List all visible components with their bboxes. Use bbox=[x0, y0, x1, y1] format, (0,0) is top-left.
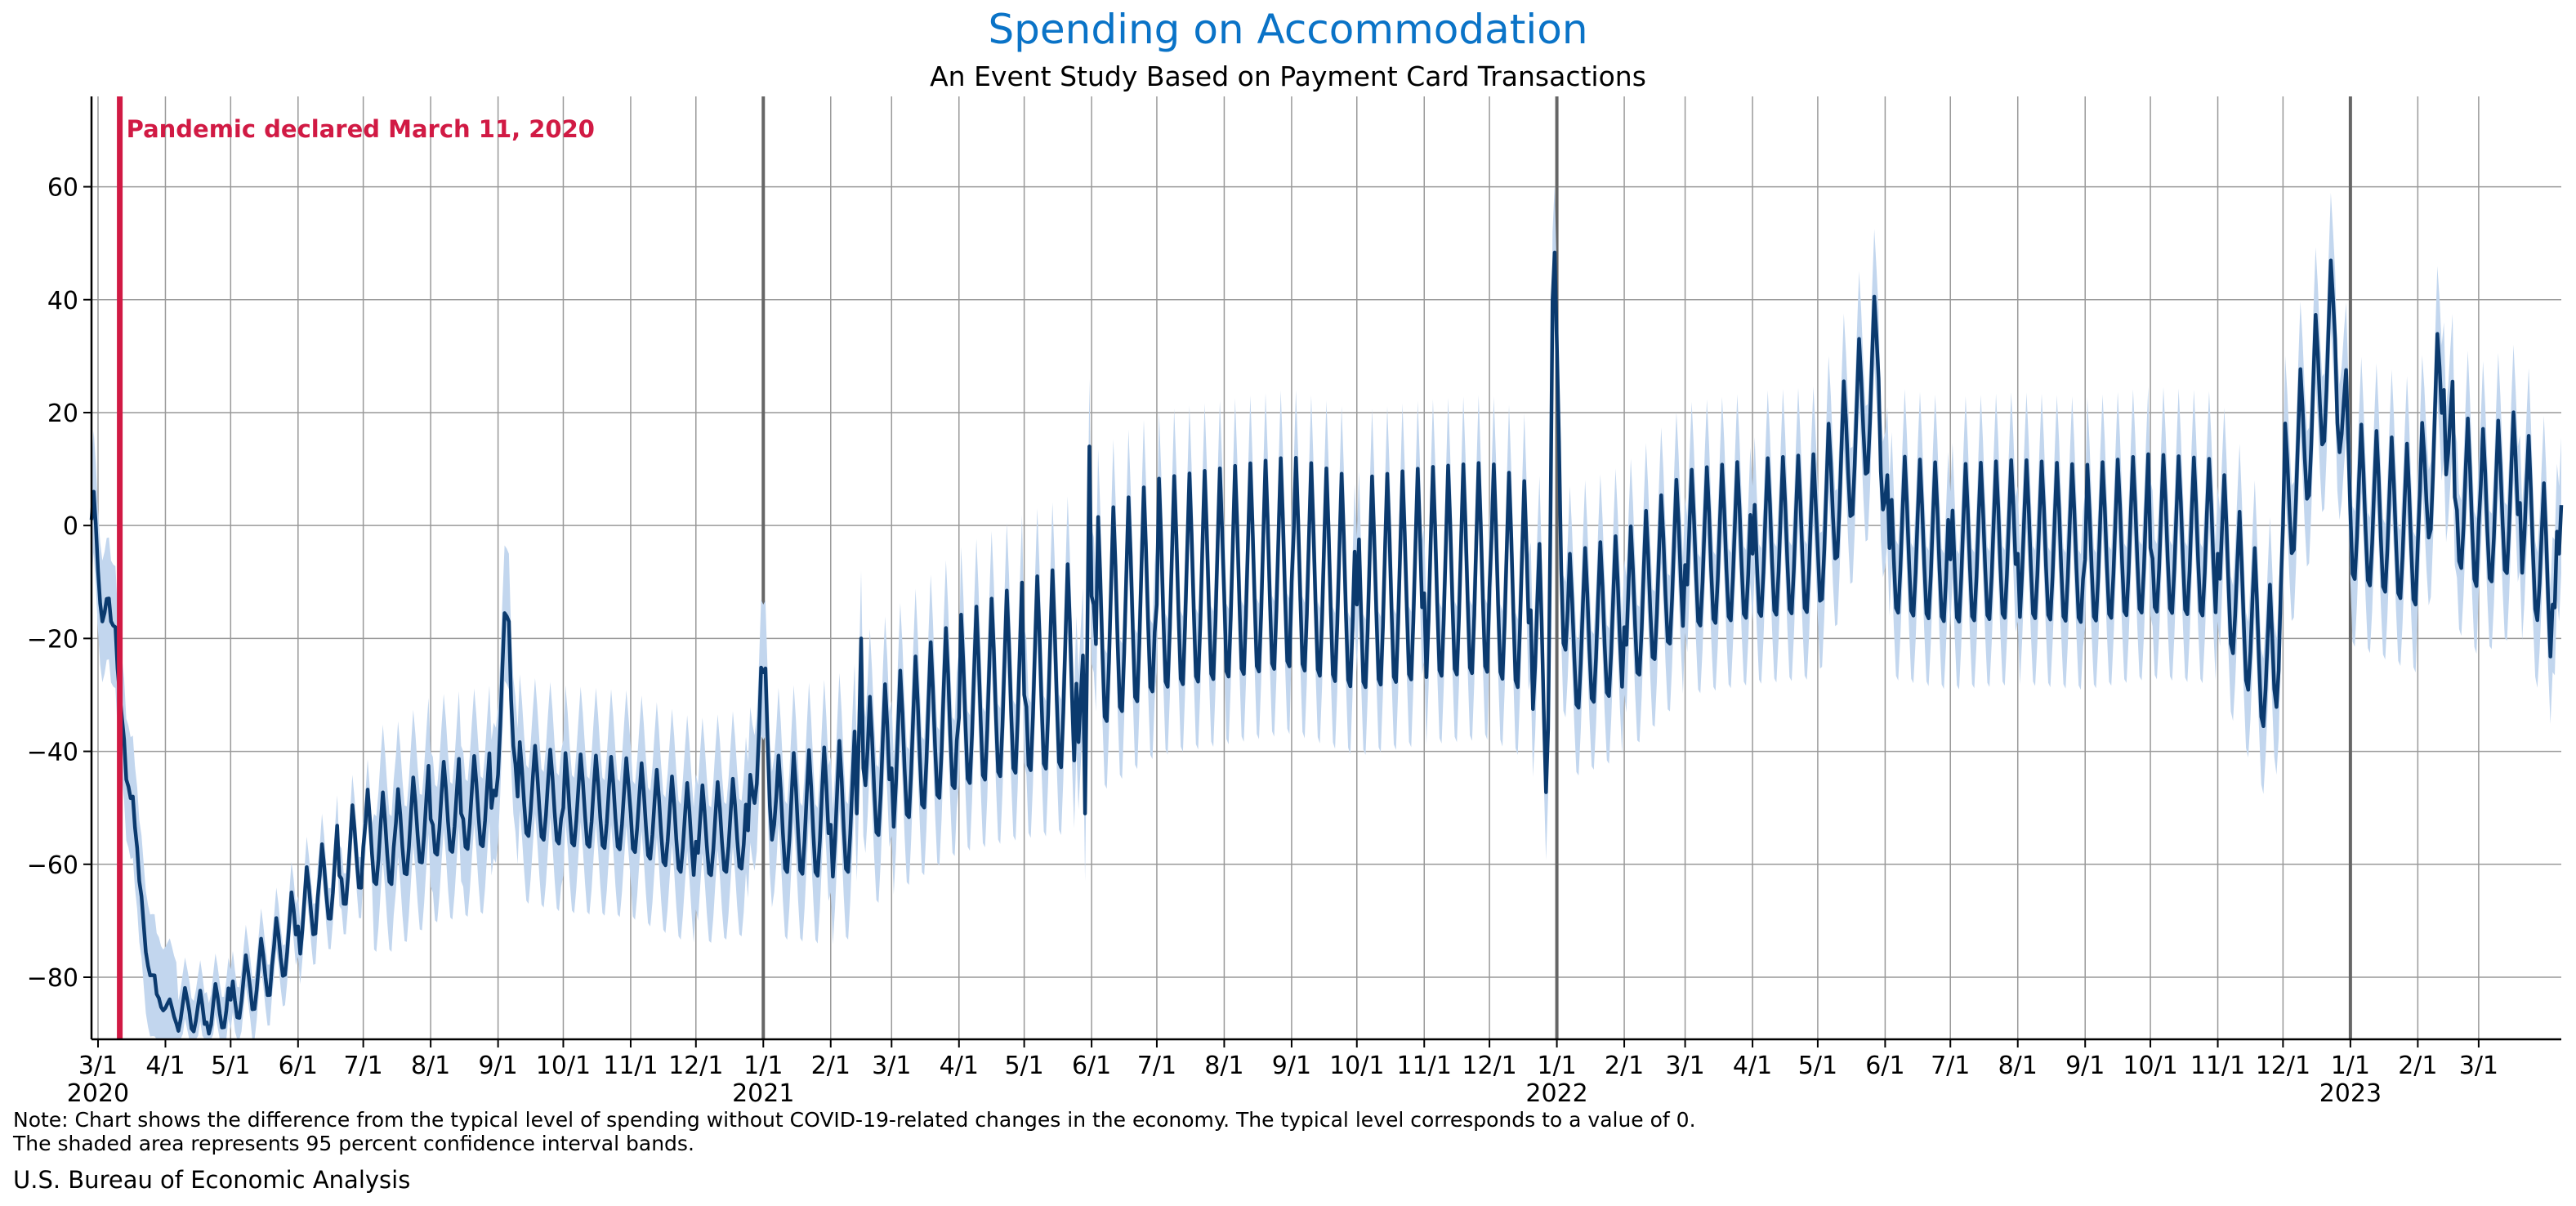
x-tick-label: 12/1 bbox=[668, 1052, 723, 1080]
x-year-label: 2020 bbox=[67, 1079, 129, 1108]
x-tick-label: 7/1 bbox=[1137, 1052, 1176, 1080]
y-tick-label: 40 bbox=[47, 287, 78, 315]
note-line-2: The shaded area represents 95 percent co… bbox=[13, 1132, 694, 1155]
x-tick-label: 10/1 bbox=[1329, 1052, 1384, 1080]
y-tick-label: −60 bbox=[27, 851, 78, 880]
x-tick-label: 9/1 bbox=[478, 1052, 517, 1080]
x-year-label: 2022 bbox=[1525, 1079, 1587, 1108]
series-line bbox=[89, 250, 2564, 1036]
chart-title: Spending on Accommodation bbox=[988, 6, 1588, 53]
y-tick-label: 20 bbox=[47, 400, 78, 428]
x-tick-label: 5/1 bbox=[1798, 1052, 1837, 1080]
x-tick-label: 11/1 bbox=[1397, 1052, 1452, 1080]
event-layer: Pandemic declared March 11, 2020 bbox=[117, 96, 595, 1039]
x-tick-label: 11/1 bbox=[2190, 1052, 2245, 1080]
y-tick-label: −20 bbox=[27, 625, 78, 654]
x-tick-label: 7/1 bbox=[1931, 1052, 1970, 1080]
x-tick-label: 10/1 bbox=[2123, 1052, 2177, 1080]
x-tick-label: 10/1 bbox=[536, 1052, 591, 1080]
x-tick-label: 4/1 bbox=[145, 1052, 185, 1080]
x-tick-label: 9/1 bbox=[1272, 1052, 1311, 1080]
x-tick-label: 1/1 bbox=[2331, 1052, 2370, 1080]
series-line-layer bbox=[89, 250, 2564, 1036]
x-year-label: 2021 bbox=[732, 1079, 794, 1108]
chart-note: Note: Chart shows the difference from th… bbox=[13, 1108, 1696, 1155]
x-tick-label: 4/1 bbox=[1733, 1052, 1772, 1080]
confidence-band-layer bbox=[92, 185, 2561, 1040]
x-tick-label: 8/1 bbox=[411, 1052, 450, 1080]
x-tick-label: 12/1 bbox=[1462, 1052, 1516, 1080]
x-tick-label: 1/1 bbox=[1537, 1052, 1576, 1080]
x-tick-label: 6/1 bbox=[1865, 1052, 1904, 1080]
event-label: Pandemic declared March 11, 2020 bbox=[127, 115, 595, 143]
x-tick-label: 2/1 bbox=[2398, 1052, 2437, 1080]
x-tick-label: 12/1 bbox=[2256, 1052, 2310, 1080]
x-tick-label: 9/1 bbox=[2065, 1052, 2105, 1080]
x-tick-label: 4/1 bbox=[940, 1052, 979, 1080]
x-tick-label: 6/1 bbox=[1072, 1052, 1111, 1080]
x-tick-label: 3/1 bbox=[1665, 1052, 1704, 1080]
chart-subtitle: An Event Study Based on Payment Card Tra… bbox=[930, 60, 1646, 92]
x-tick-label: 2/1 bbox=[1605, 1052, 1644, 1080]
x-tick-label: 3/1 bbox=[872, 1052, 911, 1080]
y-tick-label: −80 bbox=[27, 964, 78, 993]
x-tick-label: 6/1 bbox=[279, 1052, 318, 1080]
x-tick-label: 7/1 bbox=[343, 1052, 382, 1080]
x-tick-label: 2/1 bbox=[811, 1052, 850, 1080]
x-tick-label: 11/1 bbox=[603, 1052, 658, 1080]
grid-layer bbox=[92, 96, 2561, 1039]
x-tick-label: 3/1 bbox=[2459, 1052, 2498, 1080]
x-tick-label: 5/1 bbox=[211, 1052, 250, 1080]
x-tick-label: 5/1 bbox=[1004, 1052, 1043, 1080]
x-tick-label: 1/1 bbox=[743, 1052, 783, 1080]
x-tick-label: 8/1 bbox=[1204, 1052, 1243, 1080]
x-year-label: 2023 bbox=[2319, 1079, 2382, 1108]
y-tick-label: 60 bbox=[47, 174, 78, 203]
y-tick-label: −40 bbox=[27, 739, 78, 767]
y-tick-label: 0 bbox=[63, 512, 78, 541]
source-credit: U.S. Bureau of Economic Analysis bbox=[13, 1166, 411, 1194]
x-tick-label: 3/1 bbox=[78, 1052, 118, 1080]
x-tick-label: 8/1 bbox=[1998, 1052, 2038, 1080]
confidence-interval-band bbox=[92, 185, 2561, 1040]
axis-layer bbox=[83, 96, 2561, 1047]
note-line-1: Note: Chart shows the difference from th… bbox=[13, 1108, 1696, 1132]
